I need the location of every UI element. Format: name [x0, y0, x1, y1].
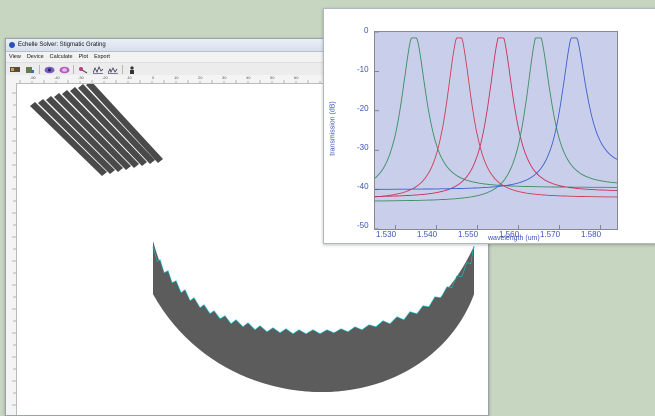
spectrum-series-5: [375, 37, 617, 190]
menu-device[interactable]: Device: [26, 54, 44, 60]
spectrum-series-3: [375, 37, 617, 198]
y-axis-label: transmission (dB): [329, 101, 337, 156]
vertical-ruler: [6, 83, 17, 415]
ruler-label: 10: [174, 75, 179, 80]
x-tick-label: 1.550: [458, 230, 479, 239]
lens-icon[interactable]: [58, 65, 70, 74]
x-tick-label: 1.570: [540, 230, 561, 239]
spectrum-series-1: [375, 37, 617, 188]
waveguide-bundle: [30, 84, 163, 176]
horizontal-ruler: -50 -40 -30 -20 -10 0 10 20 30 40 50 60: [6, 75, 488, 84]
spectrum-icon[interactable]: [107, 65, 119, 74]
ruler-label: 60: [294, 75, 299, 80]
ruler-label: -20: [102, 75, 108, 80]
pen-icon[interactable]: [77, 65, 89, 74]
menu-calculate[interactable]: Calculate: [49, 54, 73, 60]
ruler-label: -30: [78, 75, 84, 80]
y-tick-label: -40: [357, 182, 369, 191]
ruler-label: -50: [30, 75, 36, 80]
toolbar-separator: [122, 65, 123, 74]
app-logo-icon: [9, 42, 15, 48]
menu-export[interactable]: Export: [94, 54, 110, 60]
ruler-label: 0: [152, 75, 155, 80]
ruler-label: 30: [222, 75, 227, 80]
x-tick-label: 1.580: [581, 230, 602, 239]
ruler-label: -40: [54, 75, 60, 80]
eye-icon[interactable]: [43, 65, 55, 74]
toolbar-separator: [73, 65, 74, 74]
layout-icon[interactable]: [9, 65, 21, 74]
x-axis-label: wavelength (um): [488, 235, 540, 242]
ruler-label: 20: [198, 75, 203, 80]
spectrum-series-2: [375, 37, 617, 198]
ruler-label: 40: [246, 75, 251, 80]
toolbar-separator: [39, 65, 40, 74]
ruler-label: -10: [126, 75, 132, 80]
layout-canvas[interactable]: [17, 84, 488, 415]
menu-bar: View Device Calculate Plot Export: [6, 52, 488, 63]
plot-area: [374, 31, 618, 230]
window-title: Echelle Solver: Stigmatic Grating: [18, 42, 106, 48]
y-tick-label: 0: [364, 26, 369, 35]
y-tick-label: -20: [357, 104, 369, 113]
device-icon[interactable]: [24, 65, 36, 74]
menu-view[interactable]: View: [9, 54, 21, 60]
y-tick-label: -10: [357, 65, 369, 74]
spectrum-plot-window: 0 -10 -20 -30 -40 -50 1.530 1.540 1.550 …: [323, 8, 655, 244]
y-tick-label: -30: [357, 143, 369, 152]
x-tick-label: 1.530: [376, 230, 397, 239]
ruler-label: 50: [270, 75, 275, 80]
waveform-icon[interactable]: [92, 65, 104, 74]
spectrum-series-4: [375, 37, 617, 202]
y-tick-label: -50: [357, 221, 369, 230]
menu-plot[interactable]: Plot: [78, 54, 89, 60]
person-icon[interactable]: [126, 65, 138, 74]
device-layout-drawing: [30, 84, 475, 392]
x-tick-label: 1.540: [417, 230, 438, 239]
spectrum-chart: [375, 32, 617, 229]
x-tick-label: 1.560: [499, 230, 520, 239]
